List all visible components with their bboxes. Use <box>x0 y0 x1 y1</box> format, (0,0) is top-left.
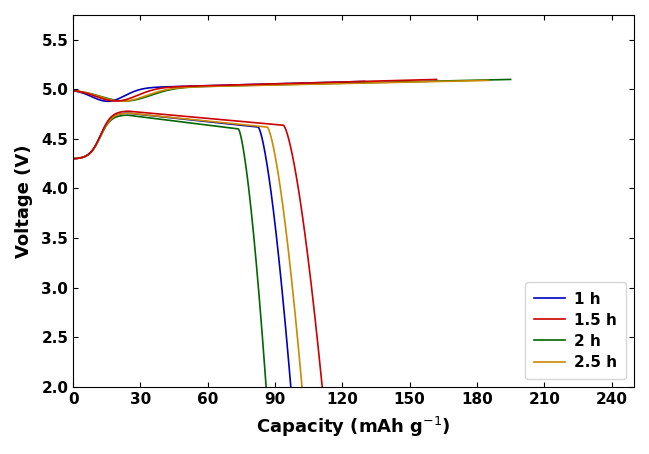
X-axis label: Capacity (mAh g$^{-1}$): Capacity (mAh g$^{-1}$) <box>256 415 451 439</box>
Y-axis label: Voltage (V): Voltage (V) <box>15 144 33 257</box>
Legend: 1 h, 1.5 h, 2 h, 2.5 h: 1 h, 1.5 h, 2 h, 2.5 h <box>525 282 626 379</box>
